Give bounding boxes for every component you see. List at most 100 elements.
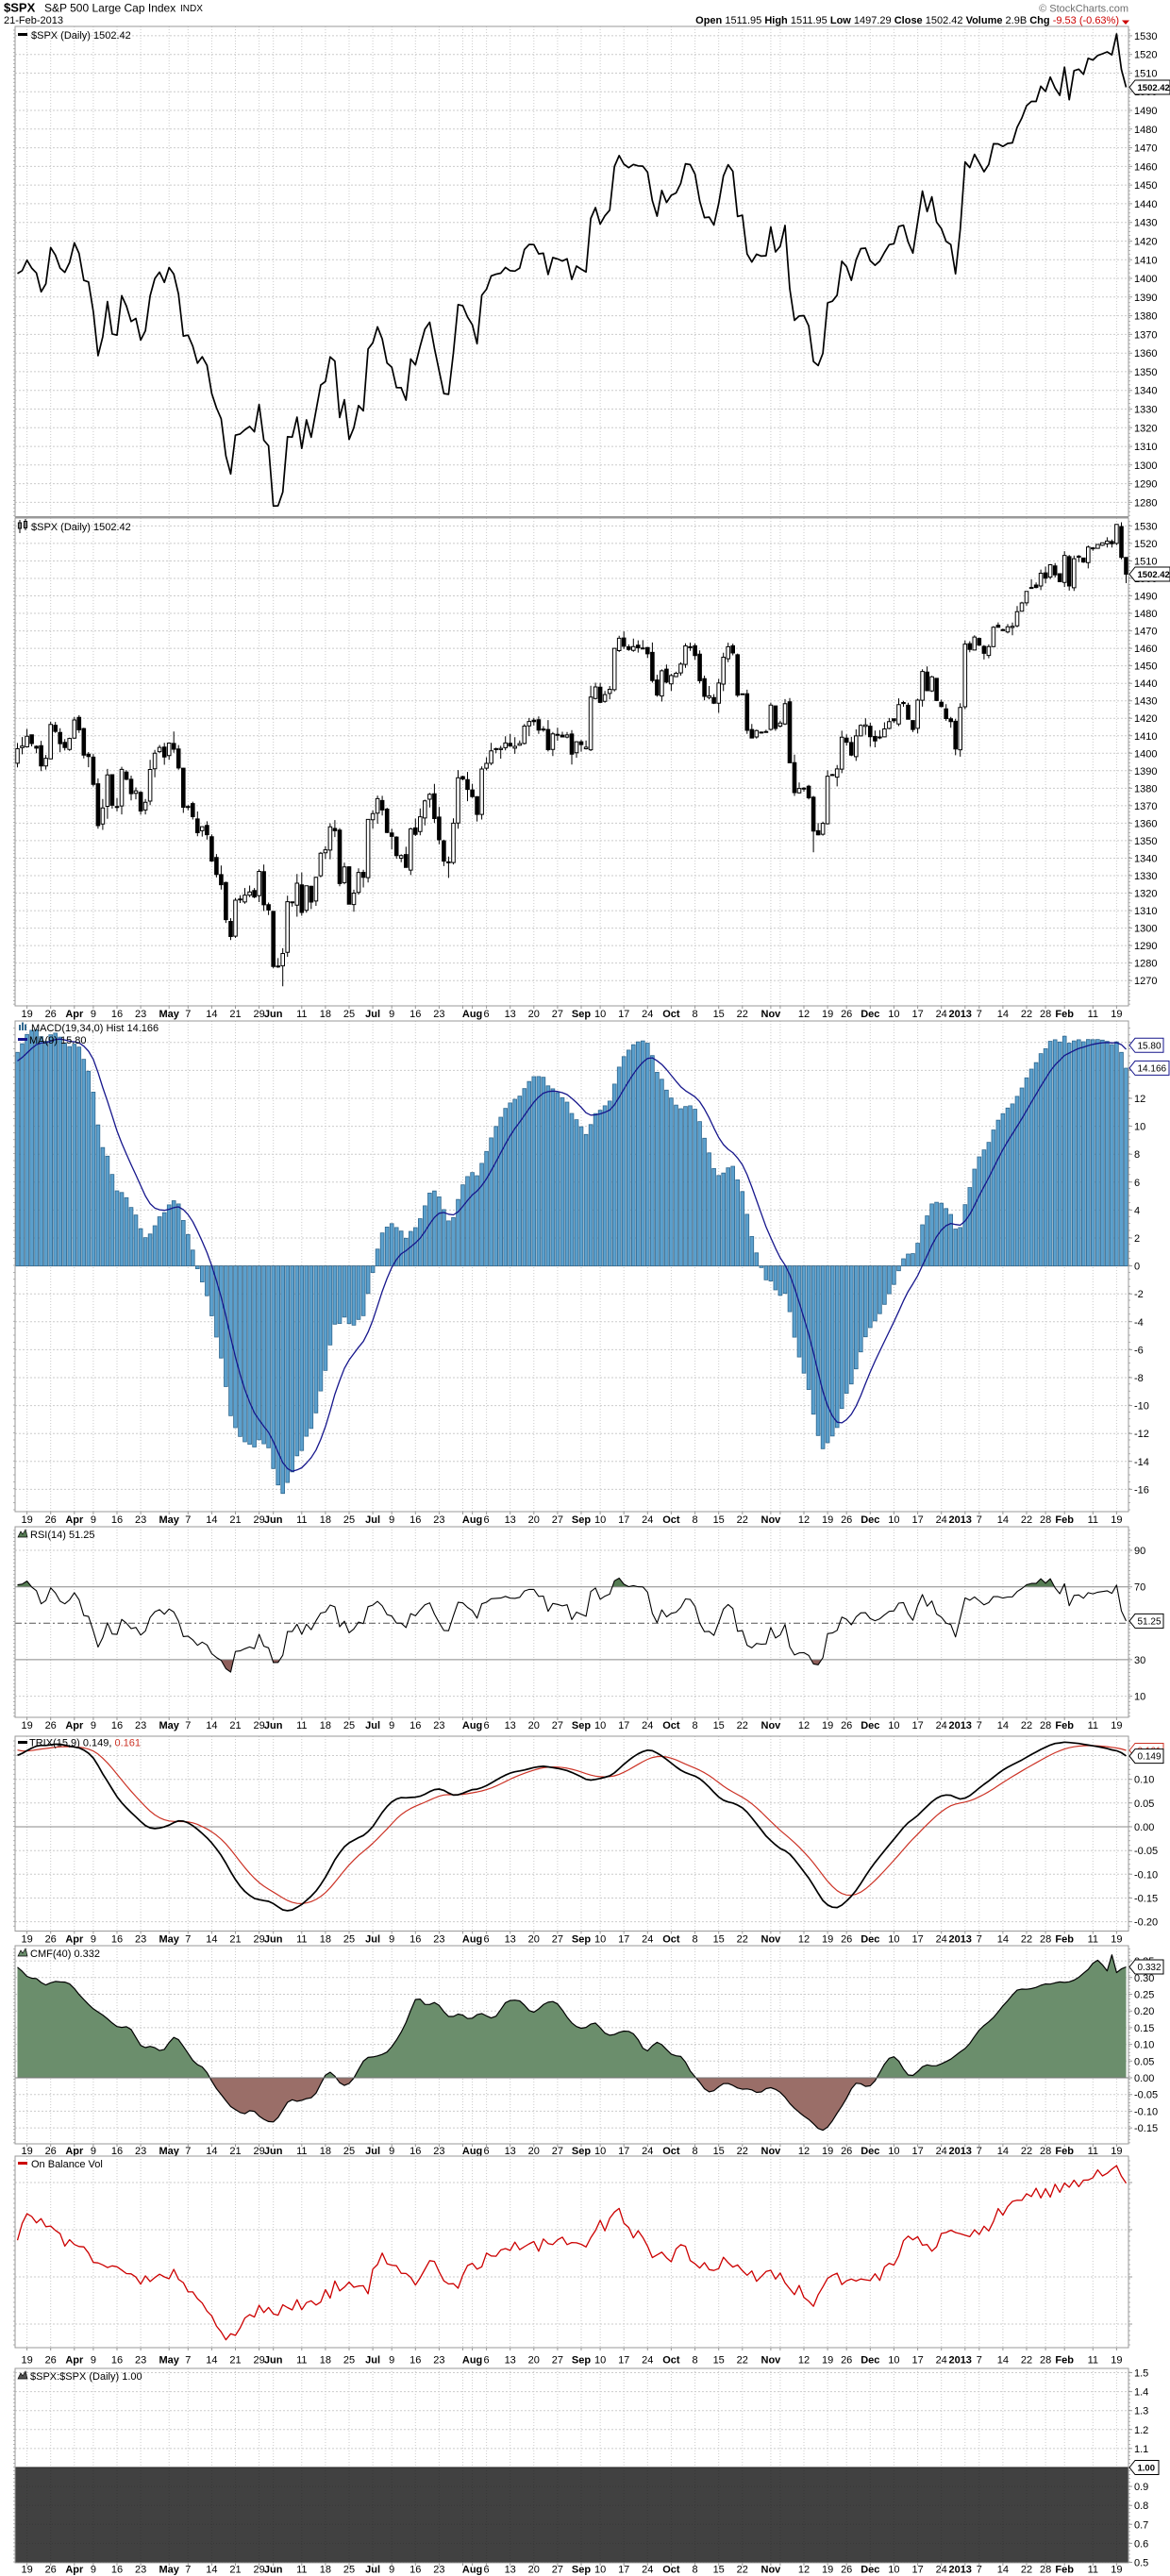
svg-text:19: 19 xyxy=(21,2565,32,2576)
svg-text:19: 19 xyxy=(21,1934,32,1946)
svg-text:17: 17 xyxy=(911,1514,923,1526)
svg-text:1290: 1290 xyxy=(1134,941,1157,952)
svg-text:11: 11 xyxy=(1088,1720,1098,1731)
svg-text:Apr: Apr xyxy=(65,2565,84,2576)
svg-text:Dec: Dec xyxy=(861,1009,879,1020)
svg-text:18: 18 xyxy=(320,2355,331,2367)
svg-text:2013: 2013 xyxy=(948,1009,971,1020)
svg-text:90: 90 xyxy=(1134,1546,1145,1557)
svg-text:-12: -12 xyxy=(1134,1429,1149,1440)
svg-text:4: 4 xyxy=(1134,1205,1140,1216)
svg-text:23: 23 xyxy=(135,2146,146,2157)
svg-text:-0.20: -0.20 xyxy=(1134,1917,1158,1929)
svg-text:26: 26 xyxy=(45,2146,57,2157)
svg-text:27: 27 xyxy=(552,2565,563,2576)
svg-text:S&P 500 Large Cap Index: S&P 500 Large Cap Index xyxy=(44,2,176,15)
svg-text:10: 10 xyxy=(594,2565,606,2576)
svg-text:12: 12 xyxy=(798,2355,810,2367)
svg-text:16: 16 xyxy=(111,2146,123,2157)
svg-text:24: 24 xyxy=(936,2355,947,2367)
svg-text:14: 14 xyxy=(997,2565,1009,2576)
svg-text:1502.42: 1502.42 xyxy=(1138,570,1170,580)
svg-text:TRIX(15,9) 0.149, 0.161: TRIX(15,9) 0.149, 0.161 xyxy=(29,1738,141,1749)
svg-text:24: 24 xyxy=(642,1009,653,1020)
svg-text:13: 13 xyxy=(505,1009,516,1020)
svg-text:22: 22 xyxy=(737,1720,748,1731)
svg-text:26: 26 xyxy=(841,1934,852,1946)
svg-text:1280: 1280 xyxy=(1134,497,1157,509)
svg-text:24: 24 xyxy=(936,1934,947,1946)
svg-text:Dec: Dec xyxy=(861,2565,879,2576)
svg-text:Apr: Apr xyxy=(65,2355,84,2367)
svg-text:Oct: Oct xyxy=(662,1720,680,1731)
svg-text:10: 10 xyxy=(888,1514,899,1526)
svg-text:18: 18 xyxy=(320,1934,331,1946)
svg-text:CMF(40) 0.332: CMF(40) 0.332 xyxy=(30,1949,100,1960)
svg-text:1.4: 1.4 xyxy=(1134,2387,1148,2399)
svg-text:2013: 2013 xyxy=(948,2355,971,2367)
svg-text:10: 10 xyxy=(594,1009,606,1020)
svg-text:10: 10 xyxy=(888,2355,899,2367)
svg-text:24: 24 xyxy=(642,2565,653,2576)
svg-text:1.2: 1.2 xyxy=(1134,2425,1148,2436)
svg-text:2013: 2013 xyxy=(948,1514,971,1526)
svg-text:19: 19 xyxy=(1111,1009,1122,1020)
svg-text:Feb: Feb xyxy=(1055,2355,1074,2367)
svg-text:Apr: Apr xyxy=(65,1934,84,1946)
svg-text:25: 25 xyxy=(343,1514,355,1526)
svg-text:1430: 1430 xyxy=(1134,218,1157,229)
svg-text:28: 28 xyxy=(1040,2565,1051,2576)
svg-text:16: 16 xyxy=(410,1514,421,1526)
svg-text:1.00: 1.00 xyxy=(1138,2464,1156,2474)
svg-text:Aug: Aug xyxy=(462,1009,482,1020)
svg-text:10: 10 xyxy=(888,2565,899,2576)
svg-text:$SPX (Daily) 1502.42: $SPX (Daily) 1502.42 xyxy=(31,30,131,42)
svg-text:6: 6 xyxy=(484,1720,490,1731)
svg-text:1450: 1450 xyxy=(1134,180,1157,192)
svg-text:24: 24 xyxy=(936,2565,947,2576)
svg-text:18: 18 xyxy=(320,1720,331,1731)
svg-text:-0.15: -0.15 xyxy=(1134,1894,1158,1905)
svg-text:22: 22 xyxy=(737,1934,748,1946)
svg-text:26: 26 xyxy=(841,1720,852,1731)
svg-text:1270: 1270 xyxy=(1134,976,1157,987)
svg-text:2013: 2013 xyxy=(948,2146,971,2157)
svg-text:Aug: Aug xyxy=(462,1720,482,1731)
svg-text:19: 19 xyxy=(822,1934,833,1946)
svg-text:1502.42: 1502.42 xyxy=(1138,83,1170,93)
svg-text:1530: 1530 xyxy=(1134,521,1157,532)
svg-text:14: 14 xyxy=(997,1009,1009,1020)
svg-text:1470: 1470 xyxy=(1134,627,1157,638)
svg-text:27: 27 xyxy=(552,1009,563,1020)
svg-text:24: 24 xyxy=(642,1934,653,1946)
svg-text:28: 28 xyxy=(1040,2146,1051,2157)
svg-text:0.25: 0.25 xyxy=(1134,1990,1154,2001)
svg-text:19: 19 xyxy=(21,2146,32,2157)
svg-text:0.7: 0.7 xyxy=(1134,2519,1148,2531)
svg-text:Apr: Apr xyxy=(65,1009,84,1020)
svg-text:Jun: Jun xyxy=(264,1934,283,1946)
svg-text:-0.05: -0.05 xyxy=(1134,1846,1158,1857)
svg-text:1410: 1410 xyxy=(1134,255,1157,266)
svg-text:17: 17 xyxy=(911,2146,923,2157)
svg-text:20: 20 xyxy=(528,2565,540,2576)
svg-text:0.00: 0.00 xyxy=(1134,1822,1154,1833)
svg-text:16: 16 xyxy=(410,1009,421,1020)
svg-text:18: 18 xyxy=(320,2146,331,2157)
svg-text:0.30: 0.30 xyxy=(1134,1973,1154,1984)
svg-text:27: 27 xyxy=(552,1514,563,1526)
svg-text:Aug: Aug xyxy=(462,2565,482,2576)
svg-text:14: 14 xyxy=(997,1514,1009,1526)
svg-text:11: 11 xyxy=(296,2355,307,2367)
svg-text:Jun: Jun xyxy=(264,2565,283,2576)
svg-text:0.6: 0.6 xyxy=(1134,2538,1148,2550)
svg-text:8: 8 xyxy=(693,1720,698,1731)
svg-text:Jun: Jun xyxy=(264,1009,283,1020)
svg-text:8: 8 xyxy=(693,2565,698,2576)
svg-text:1300: 1300 xyxy=(1134,924,1157,935)
svg-text:24: 24 xyxy=(642,1514,653,1526)
svg-text:Apr: Apr xyxy=(65,2146,84,2157)
svg-text:-14: -14 xyxy=(1134,1457,1149,1468)
svg-text:-4: -4 xyxy=(1134,1317,1144,1329)
svg-text:24: 24 xyxy=(642,2146,653,2157)
